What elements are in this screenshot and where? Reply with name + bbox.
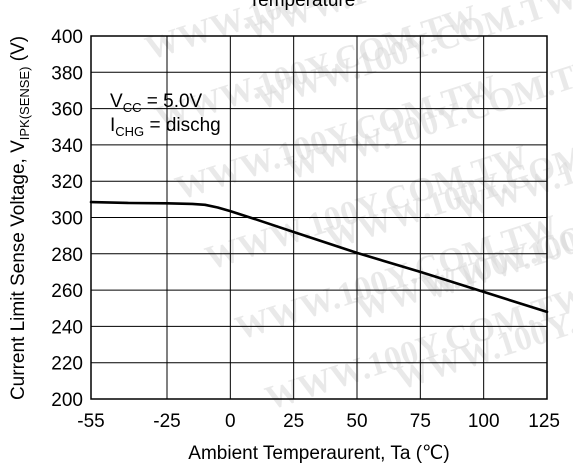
annotation-vcc: VCC = 5.0V	[110, 91, 203, 115]
y-tick-label: 300	[51, 209, 83, 230]
annotation-ichg-rest: = dischg	[144, 115, 221, 136]
x-tick-label: -55	[77, 411, 104, 432]
x-axis-label: Ambient Temperaurent, Ta (℃)	[188, 443, 449, 464]
x-tick-label: 75	[410, 411, 431, 432]
x-tick-label: -25	[153, 411, 180, 432]
y-axis-label-unit: (V)	[8, 36, 29, 67]
y-tick-label: 380	[51, 63, 83, 84]
y-tick-label: 360	[51, 100, 83, 121]
y-axis-label-sub: IPK(SENSE)	[17, 67, 32, 141]
y-tick-label: 320	[51, 172, 83, 193]
x-tick-label: 25	[283, 411, 304, 432]
y-axis-label: Current Limit Sense Voltage, VIPK(SENSE)…	[8, 36, 32, 400]
grid	[91, 36, 547, 399]
y-tick-labels: 200 220 240 260 280 300 320 340 360 380 400	[51, 27, 83, 411]
y-tick-label: 220	[51, 354, 83, 375]
y-tick-label: 200	[51, 390, 83, 411]
series-line	[89, 200, 549, 314]
annotation-ichg-sub: CHG	[115, 124, 144, 139]
x-tick-label: 125	[528, 411, 560, 432]
x-tick-label: 100	[468, 411, 500, 432]
x-tick-label: 0	[225, 411, 236, 432]
annotation-vcc-rest: = 5.0V	[141, 91, 202, 112]
y-tick-label: 240	[51, 317, 83, 338]
y-tick-label: 340	[51, 136, 83, 157]
x-tick-label: 50	[346, 411, 367, 432]
annotation-vcc-sub: CC	[123, 100, 142, 115]
y-tick-label: 400	[51, 27, 83, 48]
y-tick-label: 280	[51, 245, 83, 266]
y-axis-label-main: Current Limit Sense Voltage, V	[8, 140, 29, 400]
series-layer	[89, 200, 549, 314]
annotation-ichg-main: I	[110, 115, 115, 136]
y-tick-label: 260	[51, 281, 83, 302]
chart-title: Temperature	[249, 0, 356, 11]
annotation-vcc-main: V	[110, 91, 123, 112]
plot-frame	[90, 35, 548, 400]
x-tick-labels: -55 -25 0 25 50 75 100 125	[77, 411, 560, 432]
annotation-ichg: ICHG = dischg	[110, 115, 221, 139]
